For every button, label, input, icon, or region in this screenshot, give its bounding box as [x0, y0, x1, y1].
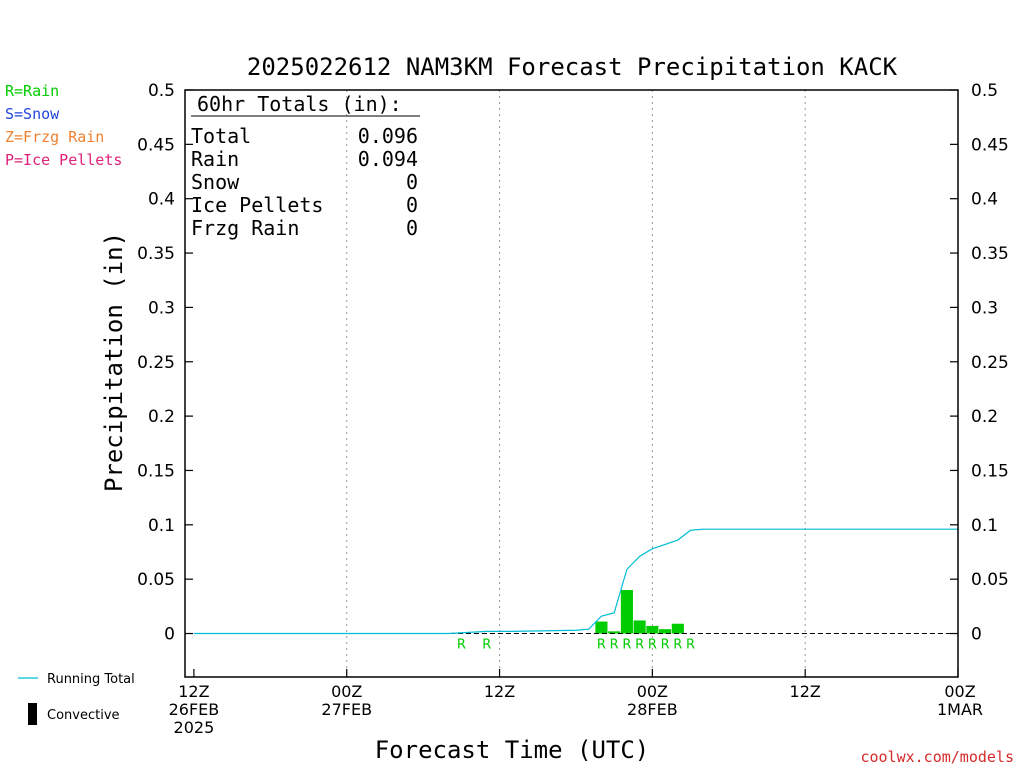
precip-bar	[620, 590, 633, 634]
precip-type-legend: R=Rain S=Snow Z=Frzg Rain P=Ice Pellets	[5, 82, 122, 169]
y-tick-label-right: 0.3	[971, 298, 998, 318]
x-tick-label: 12Z	[178, 682, 209, 701]
x-tick-label: 00Z	[637, 682, 668, 701]
legend-label: Convective	[47, 708, 120, 723]
type-legend-item: S=Snow	[5, 105, 60, 123]
x-tick-label: 00Z	[331, 682, 362, 701]
x-tick-label: 27FEB	[321, 700, 372, 719]
x-tick-label: 12Z	[790, 682, 821, 701]
legend-bar-swatch	[28, 703, 37, 725]
totals-row-value: 0.094	[358, 147, 418, 171]
totals-row-label: Total	[191, 124, 251, 148]
y-tick-label-right: 0.45	[971, 135, 1009, 155]
precip-type-marker: R	[661, 638, 670, 653]
y-tick-label-left: 0.4	[148, 190, 175, 210]
precip-type-marker: R	[648, 638, 657, 653]
y-tick-label-left: 0.25	[137, 353, 175, 373]
y-tick-label-left: 0.35	[137, 244, 175, 264]
x-axis-label: Forecast Time (UTC)	[375, 736, 650, 764]
y-tick-label-right: 0.2	[971, 407, 998, 427]
totals-row-value: 0	[406, 216, 418, 240]
y-tick-label-right: 0.25	[971, 353, 1009, 373]
bottom-legend: Running Total Convective	[18, 672, 135, 725]
precip-type-marker: R	[482, 638, 491, 653]
y-tick-label-right: 0.4	[971, 190, 998, 210]
x-tick-label: 12Z	[484, 682, 515, 701]
totals-row-label: Ice Pellets	[191, 193, 323, 217]
type-legend-item: R=Rain	[5, 82, 59, 100]
y-tick-label-left: 0	[164, 625, 175, 645]
y-tick-label-right: 0.15	[971, 461, 1009, 481]
precip-bar	[659, 629, 672, 634]
type-legend-item: Z=Frzg Rain	[5, 128, 104, 146]
type-legend-item: P=Ice Pellets	[5, 151, 122, 169]
y-tick-label-right: 0	[971, 625, 982, 645]
y-tick-label-left: 0.2	[148, 407, 175, 427]
x-tick-label: 00Z	[944, 682, 975, 701]
precip-bar	[671, 623, 684, 634]
grid-lines	[346, 90, 806, 677]
chart-title: 2025022612 NAM3KM Forecast Precipitation…	[247, 53, 898, 81]
precip-bar	[595, 621, 608, 634]
precip-type-marker: R	[610, 638, 619, 653]
plot-frame	[184, 89, 959, 678]
y-tick-label-right: 0.35	[971, 244, 1009, 264]
totals-row-value: 0	[406, 170, 418, 194]
precip-type-marker: R	[597, 638, 606, 653]
totals-row-label: Rain	[191, 147, 239, 171]
totals-heading: 60hr Totals (in):	[197, 92, 402, 116]
legend-label: Running Total	[47, 672, 135, 687]
y-tick-label-right: 0.5	[971, 81, 998, 101]
x-tick-label: 28FEB	[627, 700, 678, 719]
x-tick-label: 26FEB	[169, 700, 220, 719]
precip-type-marker: R	[622, 638, 631, 653]
precip-bar	[608, 631, 621, 634]
y-tick-label-left: 0.15	[137, 461, 175, 481]
y-tick-label-left: 0.5	[148, 81, 175, 101]
totals-row-value: 0.096	[358, 124, 418, 148]
totals-row-value: 0	[406, 193, 418, 217]
x-tick-label: 1MAR	[937, 700, 983, 719]
y-axis-right: 0 0.05 0.1 0.15 0.2 0.25 0.3 0.35 0.4 0.45 0.5	[950, 81, 1009, 645]
totals-row-label: Frzg Rain	[191, 216, 299, 240]
precip-type-marker: R	[673, 638, 682, 653]
totals-row-label: Snow	[191, 170, 240, 194]
precip-bar	[646, 625, 659, 634]
totals-box: 60hr Totals (in): Total 0.096 Rain 0.094 Sno…	[191, 92, 420, 240]
y-tick-label-left: 0.1	[148, 516, 175, 536]
precip-type-marker: R	[635, 638, 644, 653]
y-tick-label-right: 0.1	[971, 516, 998, 536]
y-axis-label: Precipitation (in)	[100, 232, 128, 492]
credit-text: coolwx.com/models	[860, 748, 1014, 766]
x-tick-label: 2025	[174, 718, 215, 737]
precip-type-marker: R	[686, 638, 695, 653]
y-tick-label-left: 0.45	[137, 135, 175, 155]
running-total-line	[193, 528, 958, 635]
precip-bars	[595, 590, 684, 634]
y-tick-label-left: 0.3	[148, 298, 175, 318]
y-tick-label-left: 0.05	[137, 570, 175, 590]
precip-type-marker: R	[457, 638, 466, 653]
precip-bar	[633, 620, 646, 634]
y-axis-left: 0 0.05 0.1 0.15 0.2 0.25 0.3 0.35 0.4 0.45 0.5	[137, 81, 193, 645]
y-tick-label-right: 0.05	[971, 570, 1009, 590]
